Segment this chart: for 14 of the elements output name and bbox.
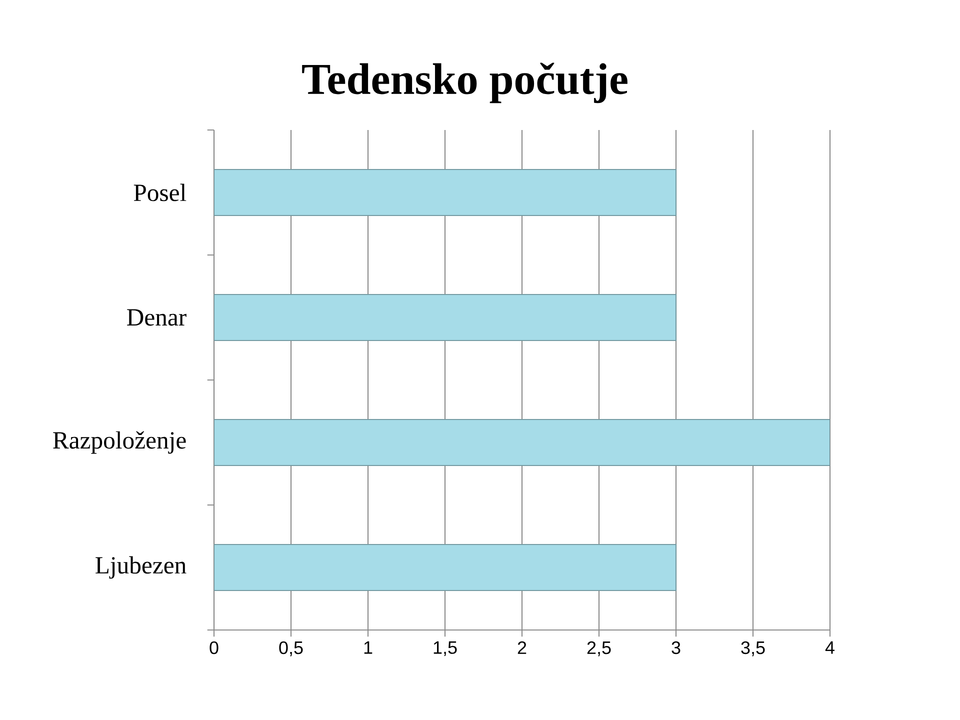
x-tick-label: 2 [518, 641, 526, 654]
x-tick-label: 3 [672, 641, 680, 654]
x-tick-label: 2,5 [587, 641, 611, 656]
y-tick-label: Ljubezen [96, 556, 186, 579]
x-tick-label: 3,5 [741, 641, 765, 656]
x-tick-label: 0,5 [279, 641, 303, 656]
x-tick-label: 1 [364, 641, 372, 654]
y-tick-label: Denar [127, 309, 186, 326]
y-tick-label: Razpoloženje [53, 431, 186, 454]
y-tick-label: Posel [134, 184, 186, 202]
x-tick-label: 4 [825, 641, 834, 654]
x-tick-label: 1,5 [434, 641, 457, 656]
x-tick-label: 0 [210, 641, 218, 654]
chart-title: Tedensko počutje [302, 62, 628, 104]
